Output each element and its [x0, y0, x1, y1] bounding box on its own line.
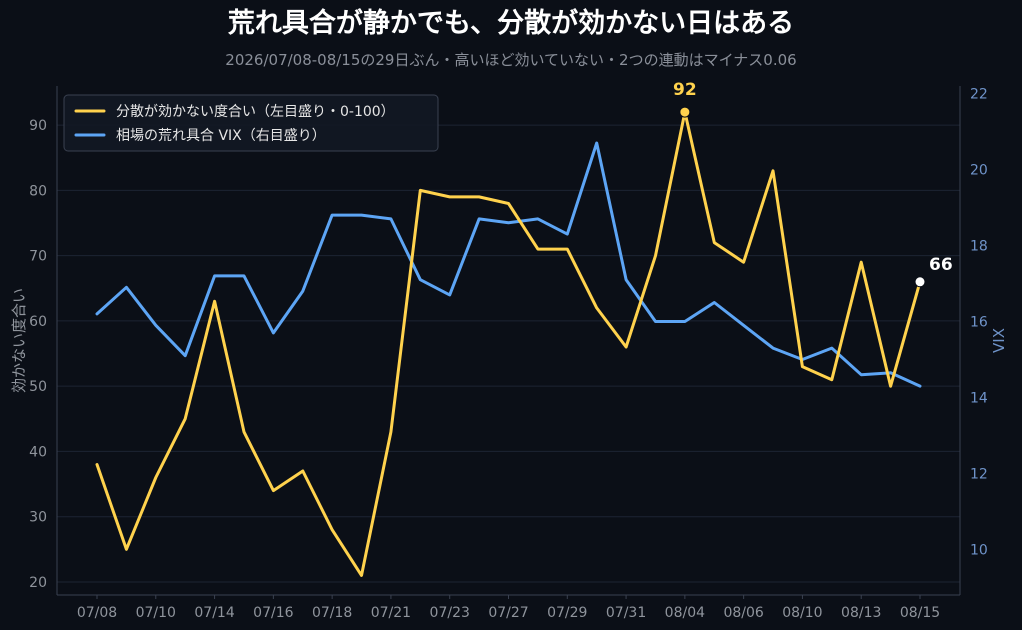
y-right-tick-label: 20: [970, 163, 988, 179]
y-left-axis-label: 効かない度合い: [10, 288, 28, 393]
y-left-tick-label: 80: [29, 183, 47, 199]
annotation-label: 92: [673, 80, 697, 100]
y-right-tick-label: 10: [970, 542, 988, 558]
axes: 20 30 40 50 60 70 80 90 10 12 14 16 18 20 22 07/08 07/10…: [10, 86, 1008, 621]
annotation-marker: [914, 276, 926, 288]
y-right-tick-label: 22: [970, 87, 988, 103]
y-right-tick-label: 12: [970, 466, 988, 482]
legend-box: [63, 94, 439, 152]
x-tick-label: 07/23: [430, 605, 470, 621]
grid-lines: [57, 124, 960, 583]
y-left-tick-label: 20: [29, 575, 47, 591]
annotation-marker: [679, 106, 691, 118]
legend-label-1: 相場の荒れ具合 VIX（右目盛り）: [116, 128, 326, 144]
y-left-tick-label: 50: [29, 379, 47, 395]
series-lines: [95, 110, 922, 577]
x-tick-label: 07/10: [136, 605, 176, 621]
chart-title: 荒れ具合が静かでも、分散が効かない日はある: [228, 7, 794, 39]
y-left-tick-label: 40: [29, 444, 47, 460]
x-tick-label: 07/16: [253, 605, 293, 621]
legend-label-0: 分散が効かない度合い（左目盛り・0-100）: [116, 104, 395, 120]
y-left-tick-label: 70: [29, 249, 47, 265]
x-tick-label: 07/31: [606, 605, 646, 621]
x-tick-label: 08/10: [782, 605, 822, 621]
y-right-tick-label: 14: [970, 390, 988, 406]
y-left-tick-label: 60: [29, 314, 47, 330]
annotations: 92 66: [673, 80, 953, 288]
x-tick-label: 07/21: [371, 605, 411, 621]
x-tick-label: 08/13: [841, 605, 881, 621]
x-tick-label: 07/08: [77, 605, 117, 621]
x-tick-label: 08/15: [900, 605, 940, 621]
x-tick-label: 07/18: [312, 605, 352, 621]
y-left-tick-label: 90: [29, 118, 47, 134]
y-right-tick-label: 18: [970, 239, 988, 255]
legend: 分散が効かない度合い（左目盛り・0-100） 相場の荒れ具合 VIX（右目盛り）: [63, 94, 439, 152]
chart-subtitle: 2026/07/08-08/15の29日ぶん・高いほど効いていない・2つの連動は…: [225, 51, 796, 69]
x-tick-label: 07/14: [194, 605, 234, 621]
x-tick-label: 08/04: [665, 605, 705, 621]
y-right-tick-label: 16: [970, 315, 988, 331]
series-line-1: [95, 141, 922, 388]
y-right-axis-label: VIX: [990, 328, 1008, 353]
x-tick-label: 07/27: [488, 605, 528, 621]
x-tick-label: 08/06: [723, 605, 763, 621]
series-line-0: [95, 110, 922, 577]
x-tick-label: 07/29: [547, 605, 587, 621]
annotation-label: 66: [929, 255, 953, 275]
y-left-tick-label: 30: [29, 510, 47, 526]
